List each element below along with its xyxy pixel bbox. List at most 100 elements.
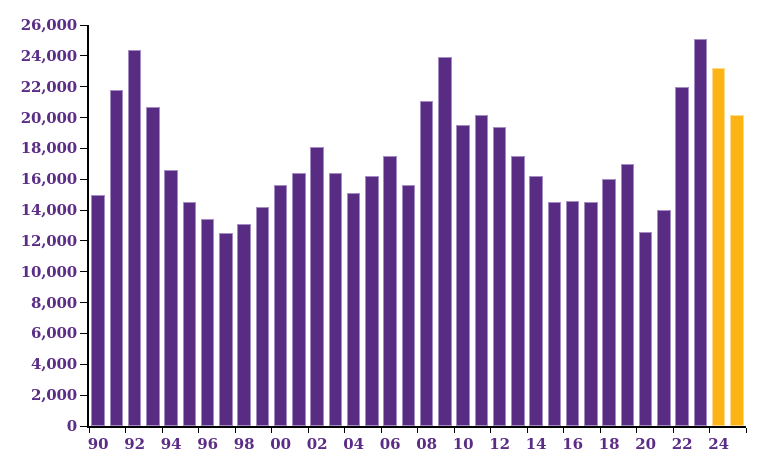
- y-axis-tick: [80, 178, 88, 180]
- x-axis-tick: [198, 428, 199, 433]
- y-axis-label-4000: 4,000: [31, 355, 77, 374]
- y-axis-label-10000: 10,000: [20, 262, 77, 281]
- bar-2025: [730, 114, 744, 426]
- bar-2014: [529, 176, 543, 426]
- x-axis-label-04: 04: [343, 435, 365, 453]
- x-axis-label-96: 96: [197, 435, 219, 453]
- bar-2009: [438, 57, 452, 426]
- x-axis-tick: [125, 428, 126, 433]
- bar-2016: [565, 200, 580, 426]
- x-axis-tick: [636, 428, 637, 433]
- bar-2024: [711, 68, 726, 426]
- bar-1996: [200, 219, 215, 426]
- x-axis-tick: [161, 428, 163, 433]
- bar-2004: [346, 193, 361, 426]
- bar-2022: [675, 86, 689, 426]
- bar-1994: [164, 170, 178, 426]
- y-axis-tick: [80, 271, 88, 273]
- bar-1999: [255, 207, 270, 426]
- bar-2005: [365, 176, 379, 426]
- y-axis-label-2000: 2,000: [31, 386, 77, 405]
- y-axis-tick: [80, 117, 88, 119]
- x-axis-label-98: 98: [233, 435, 255, 453]
- bar-1992: [127, 49, 142, 426]
- bar-2017: [584, 202, 598, 426]
- bar-1997: [219, 233, 233, 426]
- y-axis-label-0: 0: [66, 417, 77, 435]
- x-axis-tick: [453, 428, 455, 433]
- x-axis-label-10: 10: [452, 435, 474, 453]
- bar-2000: [273, 185, 288, 426]
- y-axis-label-18000: 18,000: [20, 139, 77, 158]
- x-axis-tick: [599, 428, 601, 433]
- x-axis-tick: [745, 428, 747, 433]
- plot-area: [89, 25, 746, 426]
- y-axis-label-20000: 20,000: [20, 108, 77, 127]
- y-axis-label-6000: 6,000: [31, 324, 77, 343]
- x-axis-tick: [380, 428, 382, 433]
- y-axis-label-16000: 16,000: [20, 170, 77, 189]
- x-axis-label-08: 08: [416, 435, 438, 453]
- x-axis-label-94: 94: [160, 435, 182, 453]
- y-axis-tick: [80, 394, 88, 396]
- bar-2003: [328, 173, 343, 426]
- x-axis-tick: [234, 428, 236, 433]
- y-axis-tick: [80, 24, 88, 26]
- bar-1990: [91, 194, 105, 426]
- x-axis-tick: [563, 428, 564, 433]
- bar-2010: [456, 125, 470, 426]
- x-axis-tick: [88, 428, 90, 433]
- y-axis-tick: [80, 425, 88, 427]
- bar-2018: [602, 179, 616, 426]
- bar-2001: [292, 173, 306, 426]
- x-axis-label-14: 14: [525, 435, 547, 453]
- y-axis-label-12000: 12,000: [20, 231, 77, 250]
- bar-2015: [547, 202, 562, 426]
- y-axis-tick: [80, 86, 88, 88]
- y-axis-tick: [80, 363, 88, 365]
- bar-2020: [638, 231, 653, 426]
- y-axis-tick: [80, 55, 88, 57]
- x-axis-tick: [307, 428, 309, 433]
- x-axis-tick: [271, 428, 272, 433]
- x-axis-tick: [490, 428, 491, 433]
- y-axis-tick: [80, 302, 88, 304]
- x-axis-tick: [417, 428, 418, 433]
- y-axis-tick: [80, 240, 88, 242]
- bar-2013: [511, 156, 525, 426]
- x-axis-label-00: 00: [270, 435, 292, 453]
- x-axis-label-06: 06: [379, 435, 401, 453]
- x-axis-label-16: 16: [562, 435, 584, 453]
- bar-2023: [693, 38, 708, 426]
- x-axis-label-12: 12: [489, 435, 511, 453]
- bar-1995: [182, 202, 197, 426]
- x-axis-tick: [709, 428, 710, 433]
- bar-2021: [657, 210, 671, 426]
- y-axis-label-14000: 14,000: [20, 201, 77, 220]
- x-axis-label-02: 02: [306, 435, 328, 453]
- x-axis-tick: [672, 428, 674, 433]
- bar-2007: [401, 185, 416, 426]
- y-axis-label-26000: 26,000: [20, 16, 77, 34]
- bar-2002: [310, 146, 324, 426]
- y-axis-label-24000: 24,000: [20, 46, 77, 65]
- x-axis-label-24: 24: [708, 435, 730, 453]
- bar-2019: [620, 163, 635, 426]
- y-axis-tick: [80, 147, 88, 149]
- x-axis-label-22: 22: [671, 435, 693, 453]
- x-axis-label-20: 20: [635, 435, 657, 453]
- bar-1993: [146, 106, 160, 426]
- bar-1991: [109, 89, 124, 426]
- y-axis-label-22000: 22,000: [20, 77, 77, 96]
- bar-1998: [237, 224, 251, 426]
- bar-2011: [474, 114, 489, 426]
- bar-2006: [383, 156, 397, 426]
- bar-2012: [492, 126, 507, 426]
- x-axis-line: [87, 426, 746, 428]
- y-axis-line: [87, 25, 89, 428]
- y-axis-label-8000: 8,000: [31, 293, 77, 312]
- bar-2008: [419, 100, 434, 426]
- x-axis-label-92: 92: [124, 435, 146, 453]
- x-axis-tick: [526, 428, 528, 433]
